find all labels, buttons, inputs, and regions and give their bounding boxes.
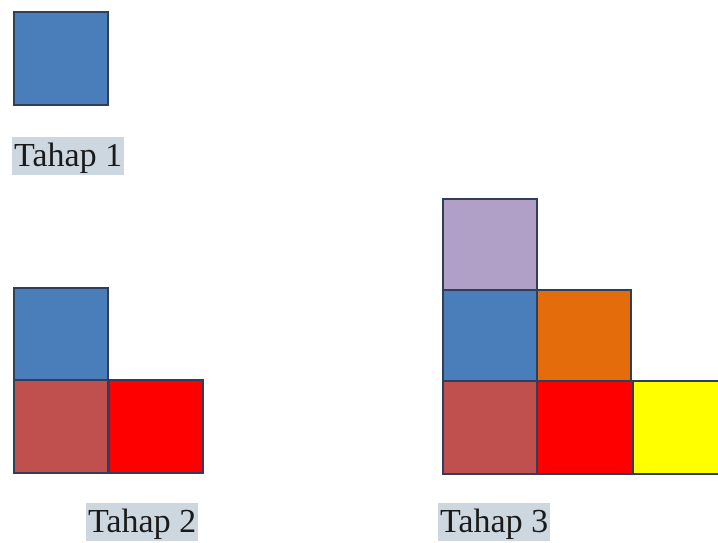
- stage-3-square-dark-red: [442, 380, 538, 475]
- stage-2-label: Tahap 2: [86, 503, 199, 541]
- stage-3-square-red: [536, 380, 634, 475]
- stage-2-square-dark-red: [13, 379, 109, 474]
- stage-2-square-blue: [13, 287, 109, 381]
- stage-1-square-blue: [13, 11, 109, 106]
- stage-3-label: Tahap 3: [438, 503, 551, 541]
- stage-3-square-lavender: [442, 198, 538, 291]
- stage-1-label: Tahap 1: [12, 137, 125, 175]
- stage-3-square-blue: [442, 289, 538, 382]
- stage-3-square-yellow: [632, 380, 718, 475]
- stage-2-square-red: [108, 379, 204, 474]
- stage-3-square-orange: [536, 289, 632, 382]
